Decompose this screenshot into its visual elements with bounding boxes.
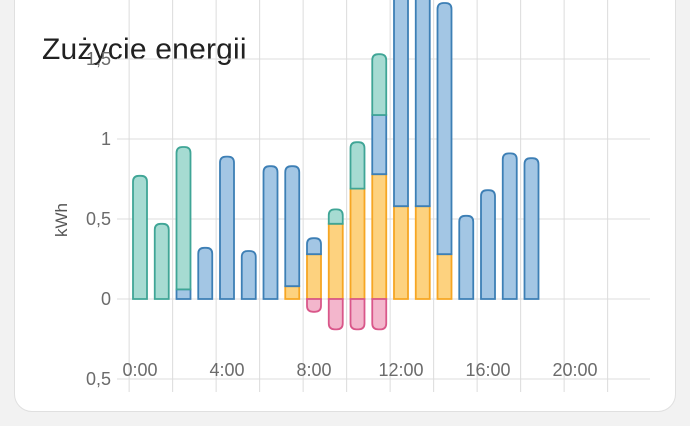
bar-solar — [436, 253, 453, 300]
bar-battery — [349, 141, 366, 190]
bar-grid — [219, 155, 235, 300]
bar-grid — [458, 214, 475, 300]
bar-grid-return — [306, 298, 322, 313]
bar-grid-return — [327, 298, 344, 331]
bar-grid — [175, 288, 192, 300]
y-axis-ticks: 2,521,510,500,5 — [86, 49, 111, 389]
x-tick-label: 12:00 — [378, 360, 423, 380]
y-tick-label: 0,5 — [86, 209, 111, 229]
y-tick-label: 1,5 — [86, 49, 111, 69]
bar-grid — [371, 114, 388, 176]
bar-solar — [327, 222, 344, 300]
x-tick-label: 4:00 — [209, 360, 244, 380]
bar-battery — [175, 146, 192, 291]
bar-grid-return — [349, 298, 366, 331]
y-tick-label: 0 — [101, 289, 111, 309]
bar-grid — [480, 189, 496, 300]
bar-grid — [523, 157, 540, 300]
bar-solar — [393, 205, 409, 300]
x-tick-label: 0:00 — [122, 360, 157, 380]
bar-solar — [284, 285, 301, 300]
bar-grid — [414, 0, 431, 208]
y-tick-label: 0,5 — [86, 369, 111, 389]
bar-solar — [371, 173, 388, 300]
x-tick-label: 20:00 — [552, 360, 597, 380]
bar-solar — [349, 187, 366, 300]
bar-grid — [393, 0, 409, 208]
x-tick-label: 16:00 — [465, 360, 510, 380]
y-tick-label: 1 — [101, 129, 111, 149]
bar-battery — [327, 208, 344, 225]
bar-solar — [306, 253, 322, 300]
card-title: Zużycie energii — [42, 33, 247, 66]
bar-grid — [306, 237, 322, 256]
bar-grid — [240, 250, 257, 300]
bar-battery — [153, 222, 170, 300]
bar-grid — [501, 152, 518, 300]
bar-grid — [436, 2, 453, 256]
energy-card — [14, 0, 676, 412]
bar-battery — [132, 174, 148, 300]
bar-grid — [197, 246, 214, 300]
bars — [132, 0, 540, 331]
x-axis-ticks: 0:00 4:00 8:00 12:00 16:00 20:00 — [122, 360, 597, 380]
bar-grid-return — [371, 298, 388, 331]
bar-solar — [414, 205, 431, 300]
bar-grid — [262, 165, 279, 300]
x-tick-label: 8:00 — [296, 360, 331, 380]
bar-grid — [284, 165, 301, 288]
bar-battery — [371, 53, 388, 116]
y-axis-label: kWh — [52, 203, 71, 237]
